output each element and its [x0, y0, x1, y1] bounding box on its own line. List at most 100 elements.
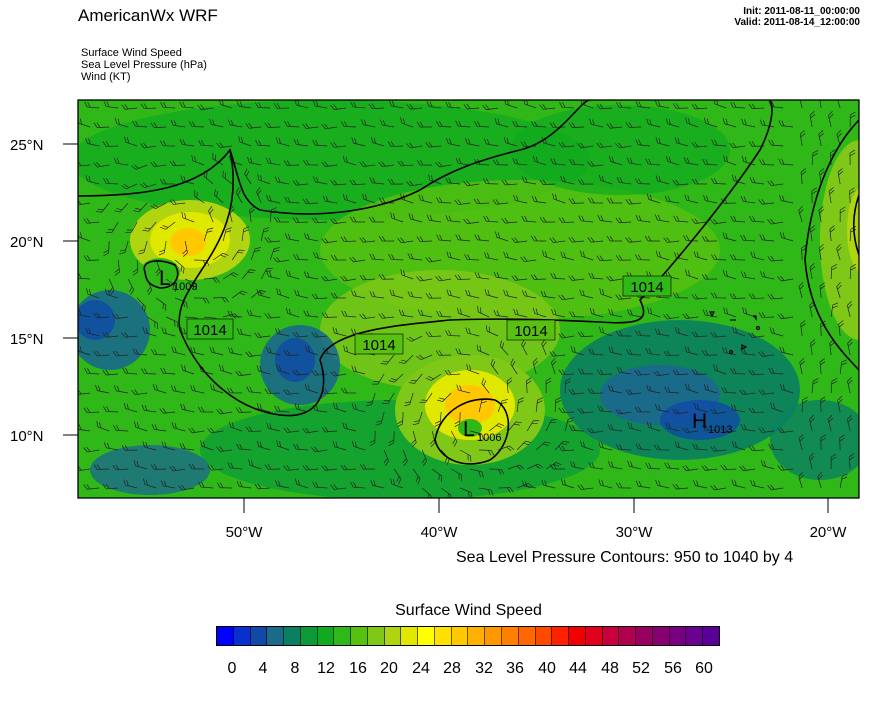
wind-barb — [503, 136, 518, 147]
wind-barb — [236, 443, 252, 451]
wind-barb — [83, 484, 100, 490]
wind-barb — [830, 302, 839, 318]
wind-barb — [312, 405, 328, 413]
wind-barb — [400, 117, 414, 128]
wind-barb — [800, 320, 806, 337]
wind-barb — [665, 118, 680, 128]
wind-barb — [227, 462, 243, 470]
wind-barb — [425, 256, 442, 263]
colorbar-swatch — [351, 627, 368, 645]
wind-barb — [808, 452, 815, 470]
wind-barb — [767, 293, 784, 300]
wind-barb — [155, 297, 167, 311]
colorbar-swatch — [434, 627, 452, 645]
wind-barb — [579, 289, 594, 299]
colorbar-swatch — [233, 627, 251, 645]
wind-barb — [93, 312, 110, 319]
wind-barb — [311, 293, 328, 300]
wind-barb — [292, 331, 309, 338]
wind-barb — [406, 103, 423, 110]
wind-barb — [645, 348, 661, 356]
wind-barb — [302, 198, 319, 204]
wind-barb — [342, 422, 357, 432]
wind-barb — [542, 250, 556, 261]
wind-barb — [160, 101, 176, 109]
wind-barb — [635, 178, 651, 185]
wind-barb — [569, 425, 585, 432]
wind-barb — [588, 348, 604, 356]
wind-barb — [798, 100, 805, 109]
wind-barb — [112, 350, 129, 357]
colorbar-label: 28 — [443, 660, 461, 677]
colorbar-swatch — [401, 627, 419, 645]
wind-barb — [293, 138, 309, 147]
wind-barb — [152, 383, 167, 394]
wind-barb — [503, 289, 518, 299]
wind-barb — [236, 480, 252, 489]
wind-barb — [368, 103, 385, 109]
wind-barb — [378, 313, 395, 319]
wind-barb — [463, 218, 480, 225]
wind-barb — [342, 155, 357, 166]
wind-barb — [369, 430, 376, 447]
wind-barb — [704, 117, 718, 128]
colorbar-swatch — [669, 627, 687, 645]
wind-barb — [607, 423, 623, 432]
wind-barb — [625, 122, 642, 128]
wind-barb — [250, 247, 261, 261]
wind-barb — [330, 218, 347, 225]
wind-barb — [416, 275, 433, 282]
wind-barb — [748, 332, 765, 338]
wind-barb — [121, 445, 138, 451]
wind-barb — [256, 289, 271, 299]
wind-barb — [406, 142, 423, 149]
wind-barb — [302, 427, 319, 434]
wind-barb — [474, 234, 490, 242]
wind-barb — [122, 367, 138, 375]
wind-barb — [112, 313, 129, 319]
wind-barb — [305, 345, 319, 356]
wind-barb — [470, 468, 484, 478]
high-center-symbol: H — [692, 410, 707, 433]
wind-barb — [693, 402, 708, 413]
wind-barb — [545, 419, 558, 432]
wind-barb — [390, 478, 404, 489]
wind-barb — [811, 378, 819, 394]
wind-barb — [102, 483, 119, 490]
wind-barb — [412, 411, 423, 426]
wind-barb — [750, 251, 765, 261]
wind-barb — [740, 348, 756, 356]
wind-barb — [333, 402, 347, 413]
wind-barb — [113, 385, 129, 394]
wind-barb — [132, 120, 148, 128]
wind-barb — [463, 180, 480, 187]
wind-barb — [494, 118, 509, 128]
pressure-centers: L 1009 L 1006 H 1013 — [159, 267, 732, 444]
wind-barb — [446, 289, 461, 299]
wind-barb — [549, 351, 566, 357]
wind-barb — [550, 158, 566, 166]
wind-barb — [598, 441, 613, 451]
wind-barb — [359, 237, 376, 243]
colorbar-swatch — [317, 627, 335, 645]
wind-barb — [608, 155, 623, 166]
wind-barb — [304, 233, 319, 242]
wind-barb — [798, 281, 805, 299]
colorbar-label: 4 — [258, 660, 268, 677]
wind-barb — [321, 161, 338, 167]
wind-barb — [456, 384, 471, 394]
wind-barb — [179, 101, 195, 109]
wind-barb — [512, 120, 528, 128]
wind-barb — [777, 465, 794, 471]
wind-barb — [701, 465, 718, 471]
wind-barb — [495, 231, 509, 242]
colorbar-swatch — [703, 627, 719, 645]
wind-barb — [171, 422, 186, 432]
wind-barb — [169, 465, 186, 472]
contour-low-west — [143, 260, 179, 289]
wind-barb — [207, 464, 224, 471]
wind-barb — [138, 240, 148, 255]
wind-barb — [740, 234, 756, 242]
wind-barb — [549, 237, 566, 243]
wind-barb — [247, 156, 262, 166]
